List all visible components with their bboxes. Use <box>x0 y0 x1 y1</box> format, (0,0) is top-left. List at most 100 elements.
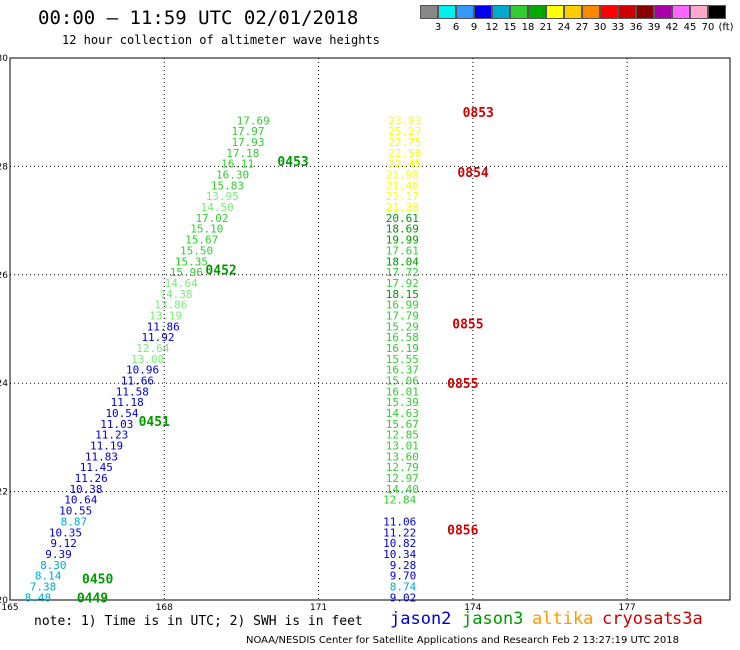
legend-swatch <box>708 5 726 19</box>
wave-height-label: 15.67 <box>386 418 419 431</box>
wave-height-label: 11.03 <box>100 418 133 431</box>
satellite-label-altika: altika <box>532 609 594 629</box>
legend-tick-label: 15 <box>503 22 517 33</box>
x-tick-label: 171 <box>310 603 327 613</box>
wave-height-label: 20.61 <box>386 212 419 225</box>
legend-swatch <box>438 5 456 19</box>
wave-height-label: 15.06 <box>386 374 419 387</box>
wave-height-label: 11.45 <box>80 461 113 474</box>
wave-height-label: 15.50 <box>180 244 213 257</box>
wave-height-label: 15.67 <box>185 234 218 247</box>
wave-height-label: 17.93 <box>231 136 264 149</box>
x-tick-label: 177 <box>619 603 636 613</box>
y-tick-label: 30 <box>0 54 8 64</box>
wave-height-label: 22.50 <box>388 147 421 160</box>
legend-tick-label: 6 <box>452 22 460 33</box>
chart-subtitle: 12 hour collection of altimeter wave hei… <box>62 33 380 47</box>
legend-tick-label: 42 <box>665 22 679 33</box>
plot-frame <box>9 57 731 601</box>
pass-time-label: 0854 <box>457 166 488 181</box>
legend-swatch <box>456 5 474 19</box>
wave-height-label: 7.38 <box>30 580 57 593</box>
wave-height-label: 9.70 <box>390 570 417 583</box>
note-text: note: 1) Time is in UTC; 2) SWH is in fe… <box>34 614 363 629</box>
wave-height-label: 14.64 <box>165 277 198 290</box>
wave-height-label: 17.02 <box>195 212 228 225</box>
legend-swatch <box>528 5 546 19</box>
pass-time-label: 0855 <box>447 377 478 392</box>
wave-height-label: 11.18 <box>111 396 144 409</box>
y-tick-label: 22 <box>0 488 8 498</box>
wave-height-label: 12.64 <box>136 342 169 355</box>
wave-height-label: 17.69 <box>237 114 270 127</box>
pass-time-label: 0453 <box>277 155 308 170</box>
legend-tick-label: 24 <box>557 22 571 33</box>
wave-height-label: 9.12 <box>50 537 77 550</box>
legend-swatch <box>510 5 528 19</box>
wave-height-label: 18.15 <box>386 288 419 301</box>
wave-height-label: 8.30 <box>40 559 67 572</box>
wave-height-label: 11.58 <box>116 385 149 398</box>
legend-tick-label: 12 <box>485 22 499 33</box>
wave-height-label: 16.58 <box>386 331 419 344</box>
wave-height-label: 23.83 <box>388 114 421 127</box>
wave-height-label: 17.18 <box>226 147 259 160</box>
legend-swatch <box>618 5 636 19</box>
wave-height-label: 17.72 <box>386 266 419 279</box>
wave-height-label: 22.45 <box>388 158 421 171</box>
pass-time-label: 0449 <box>77 591 108 606</box>
wave-height-label: 14.63 <box>386 407 419 420</box>
legend-swatch <box>672 5 690 19</box>
legend-swatch <box>564 5 582 19</box>
wave-height-label: 16.01 <box>386 385 419 398</box>
wave-height-label: 19.99 <box>386 234 419 247</box>
wave-height-label: 8.48 <box>25 591 52 604</box>
wave-height-label: 13.01 <box>386 440 419 453</box>
legend-swatch <box>420 5 438 19</box>
y-tick-label: 26 <box>0 271 8 281</box>
wave-height-label: 10.54 <box>105 407 138 420</box>
wave-height-label: 12.84 <box>383 494 416 507</box>
wave-height-label: 11.66 <box>121 374 154 387</box>
legend-tick-label: 27 <box>575 22 589 33</box>
wave-height-label: 16.37 <box>386 364 419 377</box>
satellite-label-s3a: s3a <box>672 609 703 629</box>
wave-height-label: 9.39 <box>45 548 72 561</box>
wave-height-label: 11.26 <box>75 472 108 485</box>
wave-height-label: 13.86 <box>154 299 187 312</box>
x-tick-label: 174 <box>464 603 481 613</box>
y-tick-label: 24 <box>0 379 8 389</box>
wave-height-label: 11.92 <box>141 331 174 344</box>
pass-time-label: 0856 <box>447 524 478 539</box>
pass-time-label: 0450 <box>82 572 113 587</box>
pass-time-label: 0451 <box>139 415 170 430</box>
wave-height-label: 15.29 <box>386 320 419 333</box>
legend-swatch <box>600 5 618 19</box>
legend-swatch <box>474 5 492 19</box>
wave-height-label: 18.69 <box>386 223 419 236</box>
wave-height-label: 9.28 <box>390 559 417 572</box>
legend-swatch <box>690 5 708 19</box>
wave-height-label: 10.64 <box>64 494 97 507</box>
y-tick-label: 28 <box>0 162 8 172</box>
legend-tick-label: 36 <box>629 22 643 33</box>
wave-height-label: 16.30 <box>216 169 249 182</box>
wave-height-label: 17.92 <box>386 277 419 290</box>
wave-height-label: 13.19 <box>149 309 182 322</box>
legend-swatch <box>654 5 672 19</box>
wave-height-label: 8.14 <box>35 570 62 583</box>
wave-height-label: 16.99 <box>386 299 419 312</box>
legend-swatch <box>582 5 600 19</box>
pass-time-label: 0853 <box>463 106 494 121</box>
pass-time-label: 0855 <box>452 318 483 333</box>
wave-height-label: 10.55 <box>59 505 92 518</box>
wave-height-label: 13.60 <box>386 450 419 463</box>
legend-tick-label: 30 <box>593 22 607 33</box>
wave-height-label: 15.55 <box>386 353 419 366</box>
wave-height-label: 21.98 <box>386 169 419 182</box>
wave-height-label: 10.35 <box>49 526 82 539</box>
legend-tick-label: 45 <box>683 22 697 33</box>
wave-height-label: 14.50 <box>201 201 234 214</box>
legend-swatch <box>546 5 564 19</box>
legend-swatch <box>636 5 654 19</box>
